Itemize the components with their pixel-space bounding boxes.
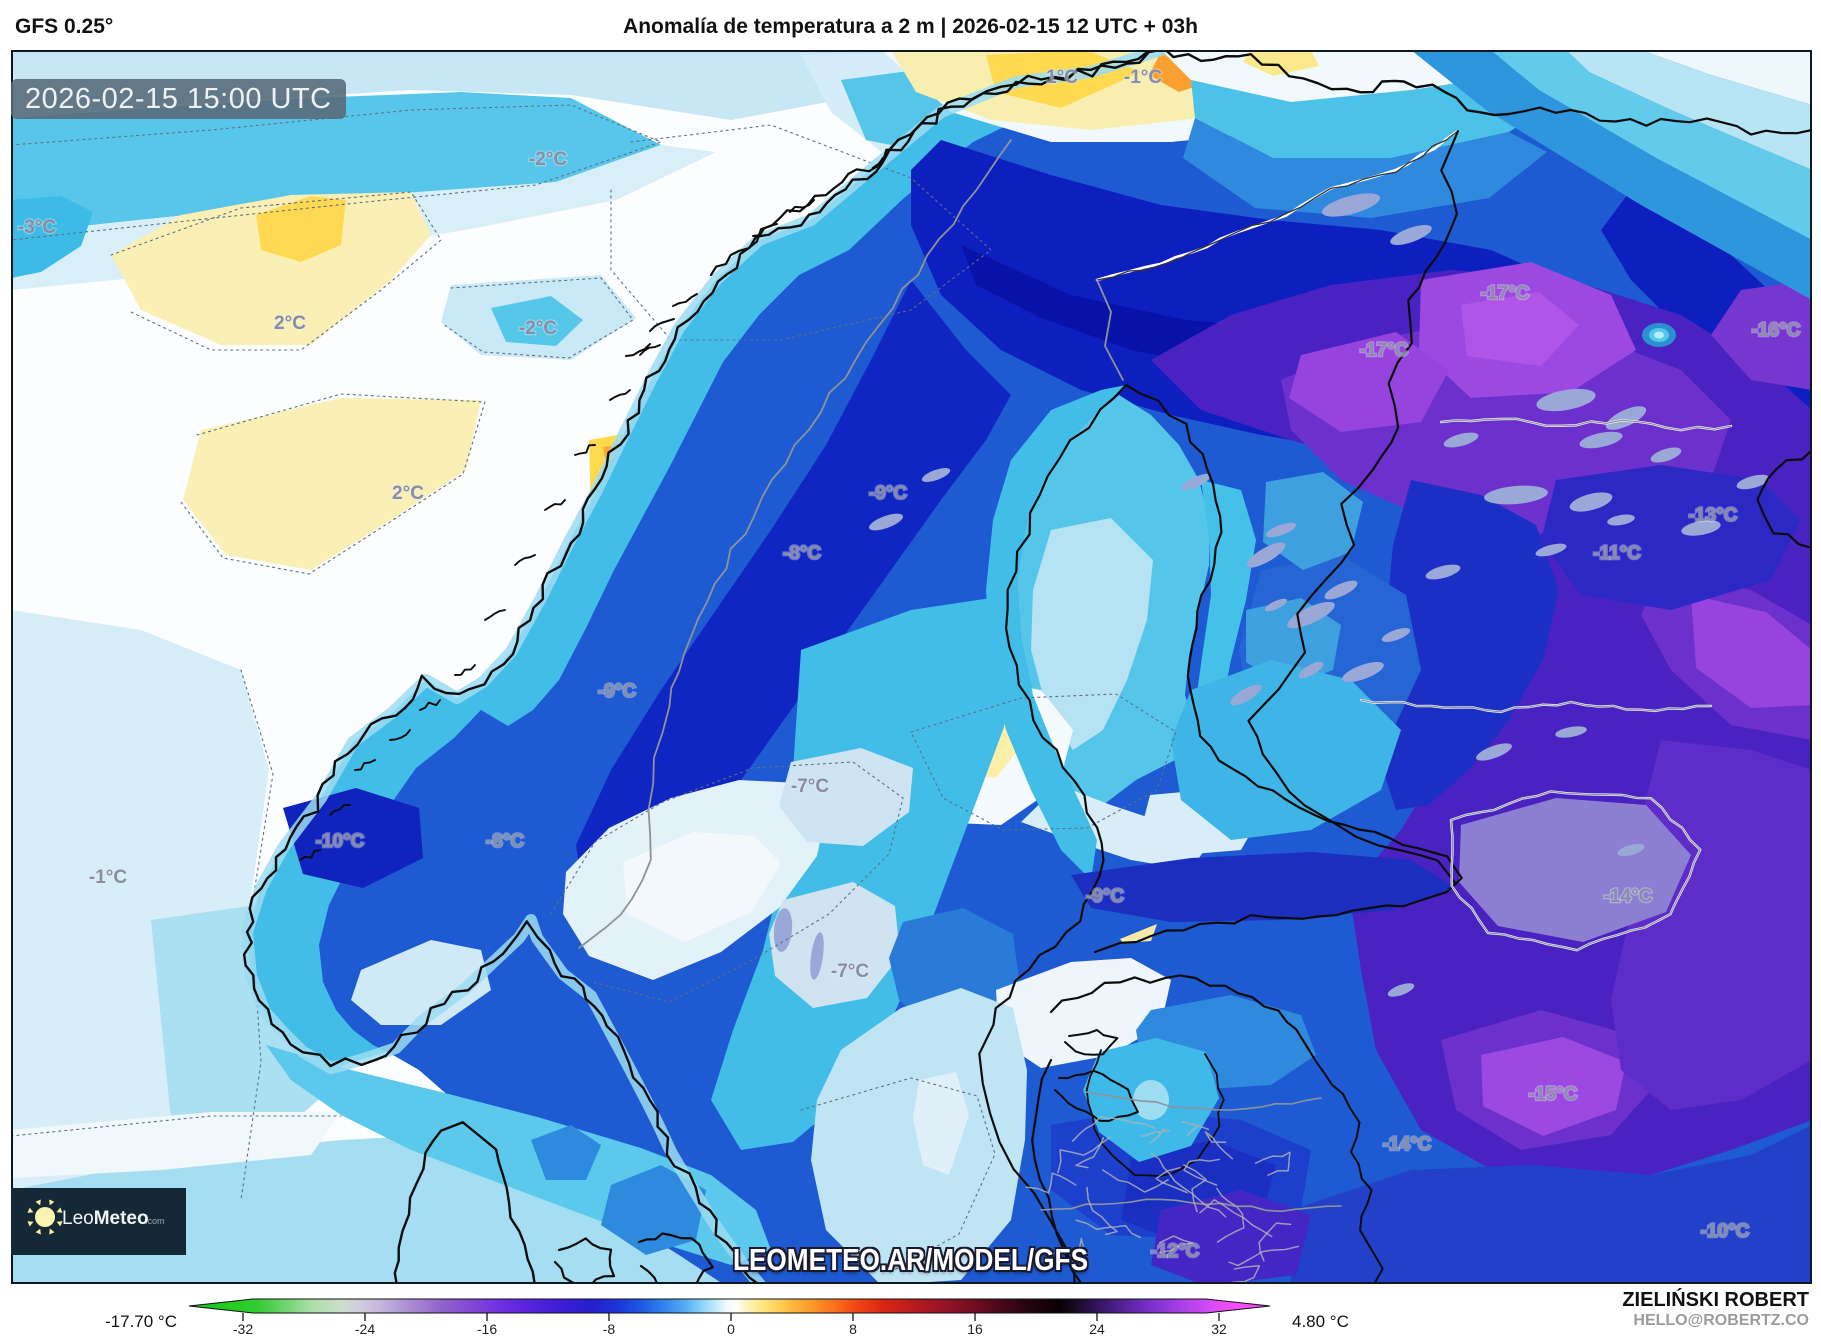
svg-text:-11°C: -11°C [1593,543,1641,564]
svg-text:24: 24 [1089,1321,1105,1337]
svg-text:-12°C: -12°C [1151,1241,1200,1262]
svg-text:1°C: 1°C [1046,67,1078,88]
svg-text:-1°C: -1°C [1124,67,1162,88]
svg-text:-9°C: -9°C [1086,886,1124,907]
svg-text:LeoMeteo: LeoMeteo [62,1208,149,1229]
svg-text:-14°C: -14°C [1604,886,1653,907]
svg-text:-9°C: -9°C [598,681,636,702]
svg-text:-10°C: -10°C [316,831,365,852]
svg-text:-16°C: -16°C [1752,320,1801,341]
svg-text:-15°C: -15°C [1529,1084,1578,1105]
svg-text:0: 0 [727,1321,735,1337]
svg-text:32: 32 [1211,1321,1227,1337]
svg-text:-2°C: -2°C [529,149,567,170]
svg-text:8: 8 [849,1321,857,1337]
svg-text:2°C: 2°C [274,313,306,334]
svg-text:16: 16 [967,1321,983,1337]
svg-text:-14°C: -14°C [1383,1134,1432,1155]
svg-text:-24: -24 [355,1321,375,1337]
svg-text:-2°C: -2°C [519,318,557,339]
svg-text:-17°C: -17°C [1360,340,1409,361]
svg-text:-17°C: -17°C [1481,283,1530,304]
svg-text:-13°C: -13°C [1689,505,1738,526]
svg-text:-32: -32 [233,1321,253,1337]
svg-text:-9°C: -9°C [869,483,907,504]
svg-text:.com: .com [145,1216,165,1226]
svg-text:-3°C: -3°C [18,217,56,238]
svg-text:-8: -8 [603,1321,616,1337]
svg-text:-7°C: -7°C [791,776,829,797]
svg-text:-7°C: -7°C [831,961,869,982]
svg-text:-1°C: -1°C [89,867,127,888]
svg-text:-8°C: -8°C [486,831,524,852]
svg-text:-8°C: -8°C [783,543,821,564]
svg-text:-16: -16 [477,1321,497,1337]
svg-text:2°C: 2°C [392,483,424,504]
svg-text:-10°C: -10°C [1701,1221,1750,1242]
